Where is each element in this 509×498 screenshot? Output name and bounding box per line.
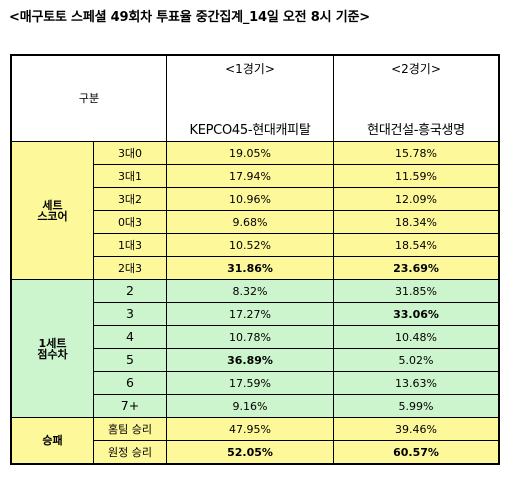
row-label: 0대3	[93, 210, 167, 234]
row-label: 2	[93, 279, 167, 303]
game1-value: 10.96%	[166, 187, 334, 211]
vote-rate-table: 구분 <1경기> KEPCO45-현대캐피탈 <2경기> 현대건설-흥국생명 세…	[10, 54, 500, 465]
game2-match: 현대건설-흥국생명	[367, 123, 465, 138]
page-title: <매구토토 스페셜 49회차 투표율 중간집계_14일 오전 8시 기준>	[9, 10, 370, 25]
table-row: 1대3 10.52% 18.54%	[11, 233, 499, 257]
game2-header: <2경기> 현대건설-흥국생명	[333, 55, 499, 142]
game2-value: 39.46%	[333, 417, 499, 441]
row-label: 5	[93, 348, 167, 372]
game2-value: 18.54%	[333, 233, 499, 257]
game2-value: 31.85%	[333, 279, 499, 303]
game1-header: <1경기> KEPCO45-현대캐피탈	[166, 55, 334, 142]
game1-value: 19.05%	[166, 141, 334, 165]
game1-number: <1경기>	[225, 62, 275, 76]
row-label: 홈팀 승리	[93, 417, 167, 441]
game1-value: 36.89%	[166, 348, 334, 372]
table-row: 3대2 10.96% 12.09%	[11, 187, 499, 211]
game2-value: 13.63%	[333, 371, 499, 395]
game1-value: 17.27%	[166, 302, 334, 326]
game2-value: 12.09%	[333, 187, 499, 211]
section-label-line1: 1세트	[38, 336, 67, 350]
game2-value: 5.99%	[333, 394, 499, 418]
table-body: 구분 <1경기> KEPCO45-현대캐피탈 <2경기> 현대건설-흥국생명 세…	[11, 55, 499, 464]
row-label: 1대3	[93, 233, 167, 257]
table-row: 세트 스코어 3대0 19.05% 15.78%	[11, 141, 499, 280]
table-row: 1세트 점수차 2 8.32% 31.85%	[11, 279, 499, 418]
table-row: 7+ 9.16% 5.99%	[11, 394, 499, 418]
table-row: 3대1 17.94% 11.59%	[11, 164, 499, 188]
game2-value: 23.69%	[333, 256, 499, 280]
row-label: 원정 승리	[93, 440, 167, 464]
row-label: 4	[93, 325, 167, 349]
game1-value: 52.05%	[166, 440, 334, 464]
game2-number: <2경기>	[391, 62, 441, 76]
game1-match: KEPCO45-현대캐피탈	[189, 123, 311, 138]
game1-value: 10.78%	[166, 325, 334, 349]
table-row: 3 17.27% 33.06%	[11, 302, 499, 326]
section-label: 세트 스코어	[11, 141, 94, 280]
row-label: 3대1	[93, 164, 167, 188]
row-label: 3대2	[93, 187, 167, 211]
row-label: 6	[93, 371, 167, 395]
game2-value: 5.02%	[333, 348, 499, 372]
table-row: 2대3 31.86% 23.69%	[11, 256, 499, 280]
table-row: 0대3 9.68% 18.34%	[11, 210, 499, 234]
game1-value: 47.95%	[166, 417, 334, 441]
row-label: 7+	[93, 394, 167, 418]
section-label-line1: 승패	[42, 434, 63, 447]
game1-value: 31.86%	[166, 256, 334, 280]
game1-value: 9.16%	[166, 394, 334, 418]
table-row: 6 17.59% 13.63%	[11, 371, 499, 395]
row-label: 2대3	[93, 256, 167, 280]
game2-value: 18.34%	[333, 210, 499, 234]
game1-value: 9.68%	[166, 210, 334, 234]
game2-value: 60.57%	[333, 440, 499, 464]
game1-value: 10.52%	[166, 233, 334, 257]
game2-value: 15.78%	[333, 141, 499, 165]
row-label: 3	[93, 302, 167, 326]
section-label-line2: 스코어	[37, 209, 68, 223]
table-row: 원정 승리 52.05% 60.57%	[11, 440, 499, 464]
game2-value: 10.48%	[333, 325, 499, 349]
row-label: 3대0	[93, 141, 167, 165]
table-row: 승패 홈팀 승리 47.95% 39.46%	[11, 417, 499, 464]
game2-value: 11.59%	[333, 164, 499, 188]
section-label: 승패	[11, 417, 94, 464]
game1-value: 17.59%	[166, 371, 334, 395]
game2-value: 33.06%	[333, 302, 499, 326]
section-label: 1세트 점수차	[11, 279, 94, 418]
gubun-header: 구분	[11, 55, 167, 142]
game1-value: 17.94%	[166, 164, 334, 188]
header-row: 구분 <1경기> KEPCO45-현대캐피탈 <2경기> 현대건설-흥국생명	[11, 55, 499, 142]
game1-value: 8.32%	[166, 279, 334, 303]
section-label-line2: 점수차	[37, 347, 68, 361]
section-label-line1: 세트	[42, 198, 63, 212]
